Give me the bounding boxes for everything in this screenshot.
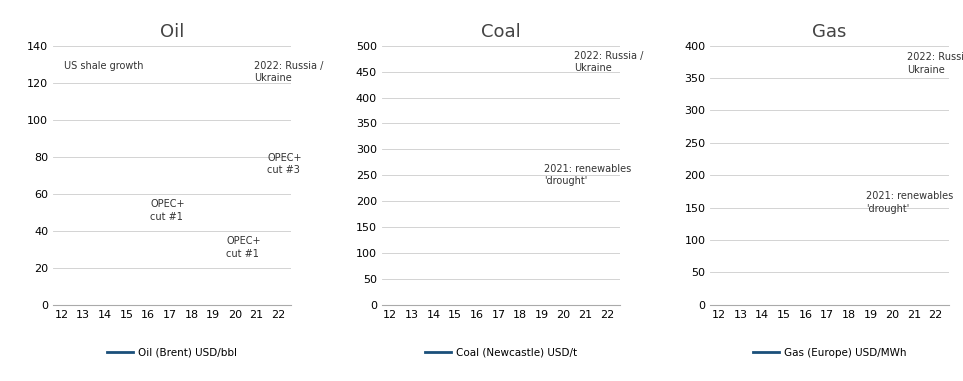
Text: US shale growth: US shale growth [64,61,143,70]
Title: Coal: Coal [481,23,521,42]
Text: 2021: renewables
'drought': 2021: renewables 'drought' [544,164,632,186]
Title: Gas: Gas [812,23,846,42]
Text: OPEC+
cut #1: OPEC+ cut #1 [150,199,185,222]
Legend: Gas (Europe) USD/MWh: Gas (Europe) USD/MWh [748,344,910,362]
Title: Oil: Oil [160,23,184,42]
Text: 2021: renewables
'drought': 2021: renewables 'drought' [867,191,953,214]
Text: OPEC+
cut #3: OPEC+ cut #3 [268,153,301,176]
Text: 2022: Russia /
Ukraine: 2022: Russia / Ukraine [907,52,963,75]
Text: 2022: Russia /
Ukraine: 2022: Russia / Ukraine [574,51,643,73]
Legend: Oil (Brent) USD/bbl: Oil (Brent) USD/bbl [103,344,242,362]
Text: OPEC+
cut #1: OPEC+ cut #1 [226,236,261,259]
Legend: Coal (Newcastle) USD/t: Coal (Newcastle) USD/t [421,344,581,362]
Text: 2022: Russia /
Ukraine: 2022: Russia / Ukraine [254,61,324,83]
